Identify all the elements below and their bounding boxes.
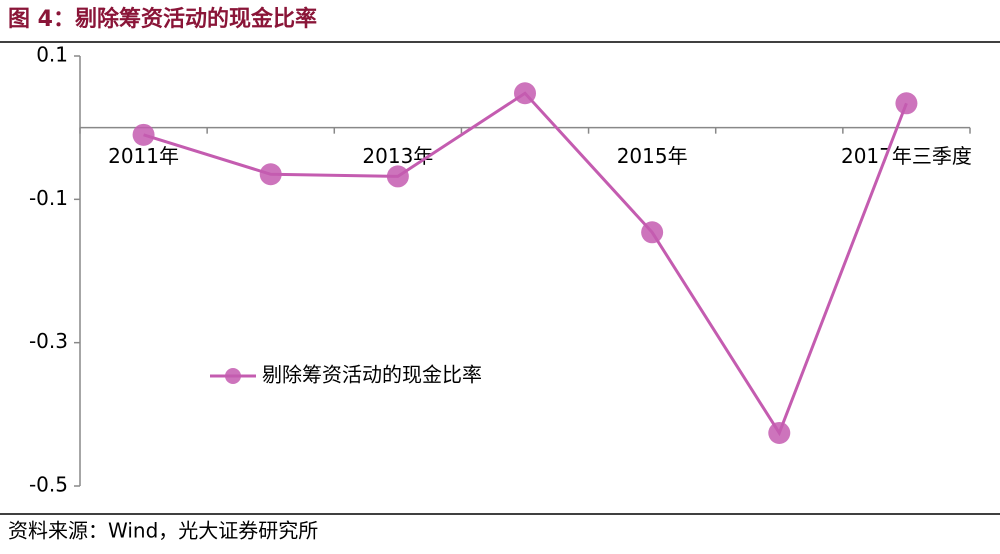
x-tick-label: 2015年 bbox=[617, 144, 688, 168]
y-tick-label: -0.3 bbox=[29, 329, 68, 353]
data-point bbox=[895, 92, 918, 115]
data-point bbox=[641, 221, 664, 244]
x-tick-label: 2011年 bbox=[108, 144, 179, 168]
data-point bbox=[514, 82, 536, 105]
legend-label: 剔除筹资活动的现金比率 bbox=[262, 363, 482, 387]
data-point bbox=[768, 421, 791, 444]
series-line bbox=[143, 91, 908, 437]
data-point bbox=[132, 123, 155, 146]
y-tick-label: 0.1 bbox=[36, 43, 68, 67]
data-point bbox=[386, 165, 409, 188]
legend-marker bbox=[225, 368, 241, 384]
data-point bbox=[259, 163, 282, 186]
source-note: 资料来源：Wind，光大证券研究所 bbox=[8, 519, 318, 543]
y-tick-label: -0.1 bbox=[29, 186, 68, 210]
x-tick-label: 2017年三季度 bbox=[841, 144, 972, 168]
chart-title: 图 4：剔除筹资活动的现金比率 bbox=[8, 6, 317, 32]
y-tick-label: -0.5 bbox=[29, 473, 68, 497]
x-tick-label: 2013年 bbox=[362, 144, 433, 168]
